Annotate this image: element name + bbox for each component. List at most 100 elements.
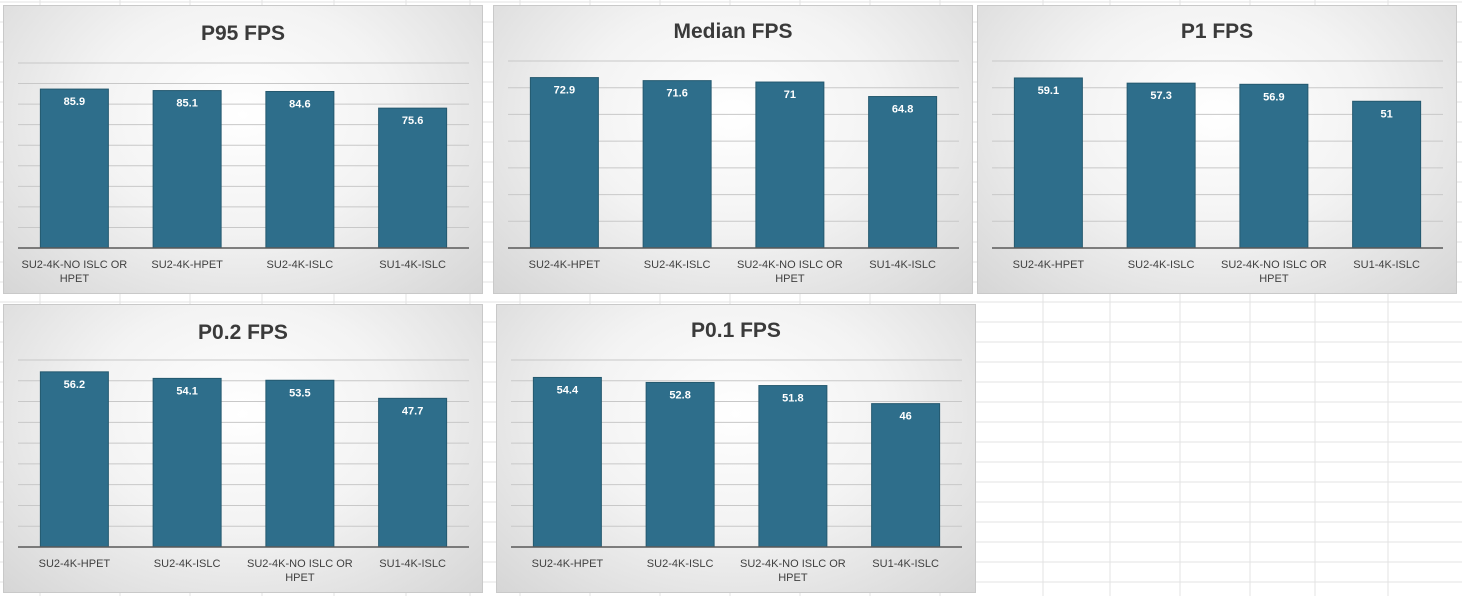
category-label: SU2-4K-NO ISLC OR HPET xyxy=(1221,259,1327,285)
chart-plot: 54.4 SU2-4K-HPET 52.8 SU2-4K-ISLC 51.8 SU2-4K… xyxy=(511,359,962,584)
data-label: 75.6 xyxy=(402,115,423,127)
category-label: SU2-4K-ISLC xyxy=(267,259,334,271)
chart-plot: 56.2 SU2-4K-HPET 54.1 SU2-4K-ISLC 53.5 SU2-4K… xyxy=(18,359,469,584)
category-label-line: SU1-4K-ISLC xyxy=(379,259,446,271)
chart-p0-1-fps[interactable]: P0.1 FPS 54.4 SU2-4K-HPET 52.8 SU2-4K-ISLC 5… xyxy=(496,304,976,593)
data-label: 57.3 xyxy=(1150,90,1171,102)
category-label: SU2-4K-ISLC xyxy=(1128,259,1195,271)
data-label: 46 xyxy=(900,411,912,423)
category-label-line: SU2-4K-HPET xyxy=(39,558,111,570)
category-label: SU1-4K-ISLC xyxy=(379,558,446,570)
data-label: 51.8 xyxy=(782,393,803,405)
chart-plot: 72.9 SU2-4K-HPET 71.6 SU2-4K-ISLC 71 SU2-4K-N… xyxy=(508,60,959,285)
category-label-line: SU1-4K-ISLC xyxy=(1353,259,1420,271)
category-label: SU1-4K-ISLC xyxy=(872,558,939,570)
bar xyxy=(1126,82,1196,249)
category-label-line: HPET xyxy=(1259,273,1289,285)
category-label-line: SU2-4K-NO ISLC OR xyxy=(737,259,843,271)
data-label: 53.5 xyxy=(289,387,310,399)
chart-median-fps[interactable]: Median FPS 72.9 SU2-4K-HPET 71.6 SU2-4K-ISL… xyxy=(493,5,973,294)
chart-title: P1 FPS xyxy=(1180,20,1254,43)
category-label-line: SU1-4K-ISLC xyxy=(869,259,936,271)
bar xyxy=(265,90,335,249)
data-label: 56.9 xyxy=(1263,91,1284,103)
data-label: 71 xyxy=(784,89,796,101)
category-label: SU2-4K-HPET xyxy=(529,259,601,271)
category-label: SU1-4K-ISLC xyxy=(869,259,936,271)
category-label-line: HPET xyxy=(778,572,808,584)
chart-p0-2-fps[interactable]: P0.2 FPS 56.2 SU2-4K-HPET 54.1 SU2-4K-ISLC 5… xyxy=(3,304,483,593)
category-label-line: SU2-4K-HPET xyxy=(1013,259,1085,271)
data-label: 54.1 xyxy=(176,385,197,397)
category-label: SU2-4K-NO ISLC OR HPET xyxy=(740,558,846,584)
data-label: 64.8 xyxy=(892,104,913,116)
category-label-line: SU2-4K-NO ISLC OR xyxy=(1221,259,1327,271)
bar xyxy=(529,77,599,249)
chart-p1-fps[interactable]: P1 FPS 59.1 SU2-4K-HPET 57.3 SU2-4K-ISLC 56.… xyxy=(977,5,1457,294)
category-label-line: SU2-4K-NO ISLC OR xyxy=(22,259,128,271)
category-label: SU2-4K-NO ISLC OR HPET xyxy=(737,259,843,285)
category-label-line: SU2-4K-ISLC xyxy=(154,558,221,570)
data-label: 72.9 xyxy=(554,85,575,97)
category-label: SU2-4K-HPET xyxy=(151,259,223,271)
category-label: SU2-4K-NO ISLC OR HPET xyxy=(247,558,353,584)
chart-plot: 85.9 SU2-4K-NO ISLC OR HPET 85.1 SU2-4K-HPET… xyxy=(18,62,469,285)
bar xyxy=(532,376,602,548)
bar xyxy=(378,107,448,249)
category-label: SU2-4K-ISLC xyxy=(644,259,711,271)
category-label-line: HPET xyxy=(775,273,805,285)
category-label: SU2-4K-NO ISLC OR HPET xyxy=(22,259,128,285)
bar xyxy=(152,377,222,548)
bar xyxy=(1352,100,1422,249)
data-label: 52.8 xyxy=(669,389,690,401)
bar xyxy=(868,96,938,249)
data-label: 71.6 xyxy=(666,88,687,100)
chart-title: Median FPS xyxy=(673,20,793,43)
chart-plot: 59.1 SU2-4K-HPET 57.3 SU2-4K-ISLC 56.9 SU2-4K… xyxy=(992,60,1443,285)
category-label-line: SU2-4K-HPET xyxy=(529,259,601,271)
category-label: SU2-4K-ISLC xyxy=(647,558,714,570)
chart-title: P95 FPS xyxy=(200,22,286,45)
bar xyxy=(1239,83,1309,249)
bar xyxy=(1013,77,1083,249)
category-label-line: SU2-4K-HPET xyxy=(151,259,223,271)
category-label-line: HPET xyxy=(285,572,315,584)
category-label: SU2-4K-ISLC xyxy=(154,558,221,570)
category-label-line: SU2-4K-NO ISLC OR xyxy=(247,558,353,570)
data-label: 47.7 xyxy=(402,405,423,417)
data-label: 56.2 xyxy=(64,379,85,391)
data-label: 59.1 xyxy=(1038,85,1059,97)
category-label-line: SU1-4K-ISLC xyxy=(379,558,446,570)
chart-title: P0.1 FPS xyxy=(691,319,781,342)
category-label-line: SU1-4K-ISLC xyxy=(872,558,939,570)
data-label: 85.9 xyxy=(64,96,85,108)
category-label-line: SU2-4K-ISLC xyxy=(644,259,711,271)
bar xyxy=(39,371,109,548)
category-label-line: SU2-4K-ISLC xyxy=(1128,259,1195,271)
data-label: 85.1 xyxy=(176,98,197,110)
category-label: SU2-4K-HPET xyxy=(1013,259,1085,271)
bar xyxy=(642,80,712,249)
data-label: 84.6 xyxy=(289,98,310,110)
bar xyxy=(755,81,825,249)
bar xyxy=(39,88,109,249)
bar xyxy=(378,397,448,548)
category-label: SU2-4K-HPET xyxy=(39,558,111,570)
bar xyxy=(265,379,335,548)
bar xyxy=(871,403,941,548)
category-label: SU1-4K-ISLC xyxy=(379,259,446,271)
category-label-line: SU2-4K-ISLC xyxy=(267,259,334,271)
category-label: SU1-4K-ISLC xyxy=(1353,259,1420,271)
bar xyxy=(152,90,222,249)
category-label-line: SU2-4K-NO ISLC OR xyxy=(740,558,846,570)
category-label-line: HPET xyxy=(60,273,90,285)
chart-p95-fps[interactable]: P95 FPS 85.9 SU2-4K-NO ISLC OR HPET 85.1 SU2… xyxy=(3,5,483,294)
category-label-line: SU2-4K-HPET xyxy=(532,558,604,570)
category-label-line: SU2-4K-ISLC xyxy=(647,558,714,570)
bar xyxy=(758,385,828,548)
chart-title: P0.2 FPS xyxy=(198,321,288,344)
data-label: 51 xyxy=(1381,108,1393,120)
data-label: 54.4 xyxy=(557,384,579,396)
category-label: SU2-4K-HPET xyxy=(532,558,604,570)
bar xyxy=(645,381,715,548)
